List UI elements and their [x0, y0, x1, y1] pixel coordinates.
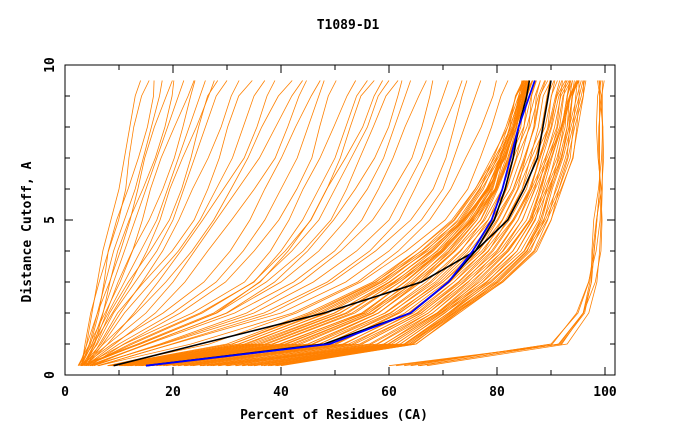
model-curve [426, 80, 603, 367]
model-curve [80, 80, 163, 366]
model-curve [267, 80, 585, 367]
model-curve [80, 80, 303, 367]
model-curve [235, 80, 579, 367]
model-curve [91, 80, 411, 367]
model-curve [107, 80, 509, 367]
model-curve [79, 80, 155, 366]
model-curve [79, 80, 173, 366]
model-curve [149, 80, 537, 367]
model-curve [217, 80, 570, 367]
model-curve [419, 80, 605, 367]
model-curve [135, 80, 533, 367]
curves [77, 80, 605, 367]
model-curve [177, 80, 551, 367]
highlight-curve-blue [145, 80, 536, 367]
model-curve [82, 80, 293, 366]
model-curve [263, 80, 577, 367]
x-tick-label: 20 [165, 385, 181, 400]
model-curve [93, 80, 434, 367]
model-curve [81, 80, 240, 366]
model-curve [163, 80, 546, 367]
y-tick-label: 0 [43, 371, 58, 379]
model-curve [84, 80, 399, 367]
x-tick-label: 0 [61, 385, 69, 400]
model-curve [199, 80, 558, 367]
model-curve [254, 80, 582, 367]
model-curve [83, 80, 357, 367]
model-curve [86, 80, 266, 366]
model-curve [127, 80, 530, 367]
model-curve [115, 80, 525, 367]
model-curve [206, 80, 563, 367]
model-curve [80, 80, 228, 366]
model-curve [112, 80, 525, 367]
x-tick-label: 100 [593, 385, 617, 400]
x-tick-label: 80 [489, 385, 505, 400]
model-curve [86, 80, 325, 367]
ticks [64, 64, 615, 376]
model-curve [110, 80, 525, 367]
model-curve [98, 80, 497, 367]
model-curve [80, 80, 383, 367]
model-curve [89, 80, 337, 367]
model-curve [83, 80, 219, 366]
model-curve [242, 80, 579, 367]
model-curve [98, 80, 468, 367]
model-curve [86, 80, 253, 366]
model-curve [77, 80, 215, 366]
model-curve [159, 80, 534, 367]
highlight-curve-black [113, 80, 552, 367]
model-curve [90, 80, 463, 367]
chart-title: T1089-D1 [317, 18, 380, 33]
model-curve [82, 80, 321, 367]
model-curve [80, 80, 141, 366]
model-curve [212, 80, 567, 367]
y-axis-label: Distance Cutoff, A [20, 161, 35, 302]
model-curve [152, 80, 530, 367]
x-axis-label: Percent of Residues (CA) [240, 408, 428, 423]
model-curve [80, 80, 185, 366]
model-curve [280, 80, 584, 367]
model-curve [77, 80, 195, 366]
model-curve [91, 80, 449, 367]
model-curve [81, 80, 150, 366]
model-curve [97, 80, 482, 367]
model-curve [227, 80, 577, 367]
y-tick-label: 5 [43, 216, 58, 224]
x-tick-label: 60 [381, 385, 397, 400]
x-tick-label: 40 [273, 385, 289, 400]
model-curve [89, 80, 427, 367]
model-curve [85, 80, 307, 367]
y-tick-label: 10 [43, 57, 58, 73]
model-curve [250, 80, 580, 367]
model-curve [86, 80, 368, 367]
model-curve [80, 80, 206, 366]
